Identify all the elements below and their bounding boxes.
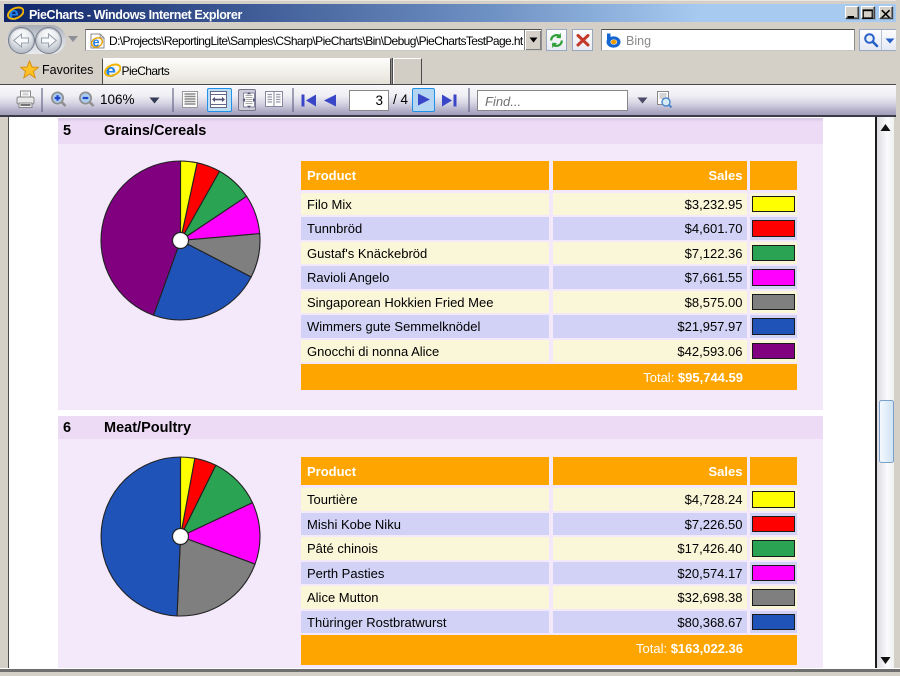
svg-text:e: e [9,5,19,22]
svg-text:e: e [93,35,100,48]
svg-text:e: e [105,62,115,79]
